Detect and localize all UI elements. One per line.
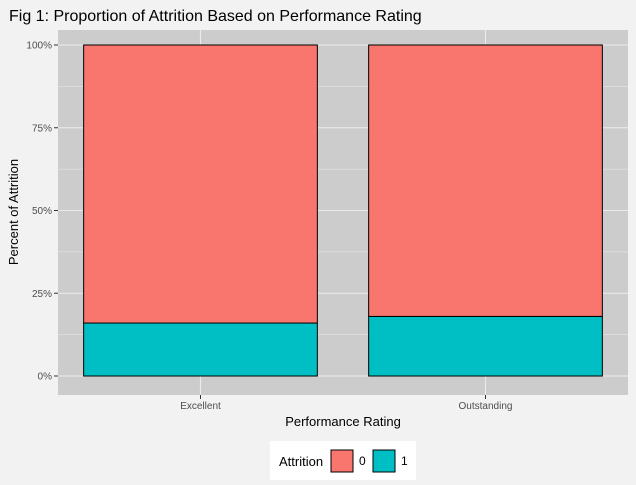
legend-key-1 [372,449,396,473]
x-axis: Excellent Outstanding [180,395,512,412]
y-axis: 0% 25% 50% 75% 100% [26,41,58,383]
legend-label-1: 1 [401,454,408,468]
bar-excellent-attrition-0 [83,44,318,324]
bar-outstanding-attrition-1 [368,315,603,377]
y-tick-label: 0% [38,372,53,383]
legend: Attrition 0 1 [270,441,416,480]
legend-label-0: 0 [359,454,366,468]
bar-outstanding-attrition-0 [368,44,603,317]
chart-title: Fig 1: Proportion of Attrition Based on … [9,8,422,25]
y-tick-label: 25% [32,289,52,300]
legend-key-0 [330,449,354,473]
y-tick-label: 75% [32,123,52,134]
y-axis-title: Percent of Attrition [6,159,21,265]
x-axis-title: Performance Rating [285,414,401,429]
y-tick-label: 50% [32,206,52,217]
x-tick-label: Outstanding [459,401,513,412]
bar-excellent-attrition-1 [83,322,318,377]
legend-title: Attrition [279,454,323,469]
bars [83,44,603,377]
x-tick-label: Excellent [180,401,221,412]
y-tick-label: 100% [26,41,52,52]
